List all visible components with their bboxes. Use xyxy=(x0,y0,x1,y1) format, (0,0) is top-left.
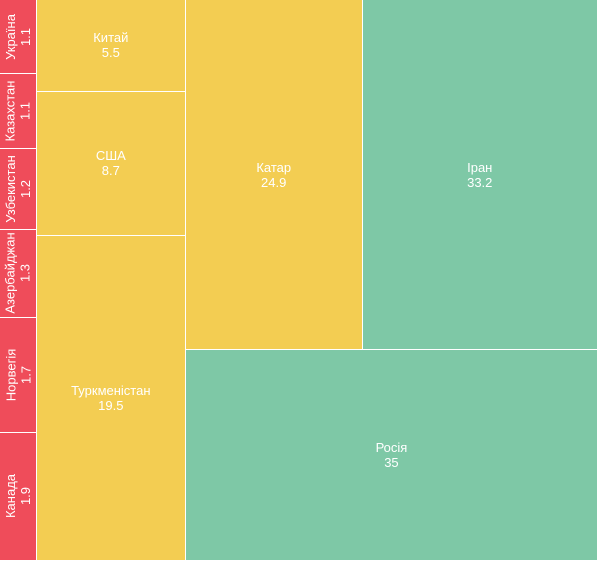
treemap-tile: Канада 1.9 xyxy=(0,432,37,561)
tile-label: Казахстан xyxy=(2,80,18,142)
tile-label: Росія xyxy=(375,440,408,456)
tile-label: Іран xyxy=(467,159,493,175)
treemap-tile: Норвегія 1.7 xyxy=(0,317,37,433)
tile-value: 1.3 xyxy=(17,264,33,283)
tile-value: 1.2 xyxy=(17,179,33,198)
tile-value: 1.1 xyxy=(17,101,33,121)
tile-label: Китай xyxy=(93,30,129,46)
tile-label: Україна xyxy=(2,13,18,60)
treemap-tile: Узбекистан 1.2 xyxy=(0,148,37,230)
tile-label: Туркменістан xyxy=(71,383,151,399)
tile-label: Норвегія xyxy=(2,348,18,401)
tile-value: 8.7 xyxy=(101,163,120,179)
treemap-tile: Росія 35 xyxy=(185,350,598,561)
treemap-tile: Китай 5.5 xyxy=(36,0,186,92)
tile-value: 33.2 xyxy=(467,174,493,190)
treemap-tile: Туркменістан 19.5 xyxy=(36,236,186,561)
tile-value: 1.9 xyxy=(17,487,33,506)
treemap-tile: Україна 1.1 xyxy=(0,0,37,75)
treemap-tile: Азербайджан 1.3 xyxy=(0,229,37,318)
tile-label: США xyxy=(95,148,126,164)
treemap-tile: Катар 24.9 xyxy=(185,0,363,351)
tile-label: Азербайджан xyxy=(2,232,18,314)
tile-label: Узбекистан xyxy=(2,154,18,223)
tile-label: Канада xyxy=(2,474,18,519)
tile-value: 1.7 xyxy=(17,365,33,384)
tile-value: 35 xyxy=(384,455,399,471)
tile-label: Катар xyxy=(256,159,292,175)
treemap-tile: Іран 33.2 xyxy=(362,0,598,351)
tile-value: 24.9 xyxy=(261,174,287,190)
treemap-tile: США 8.7 xyxy=(36,91,186,237)
tile-value: 5.5 xyxy=(101,45,120,61)
treemap-tile: Казахстан 1.1 xyxy=(0,74,37,149)
tile-value: 19.5 xyxy=(98,398,124,414)
tile-value: 1.1 xyxy=(17,27,33,46)
